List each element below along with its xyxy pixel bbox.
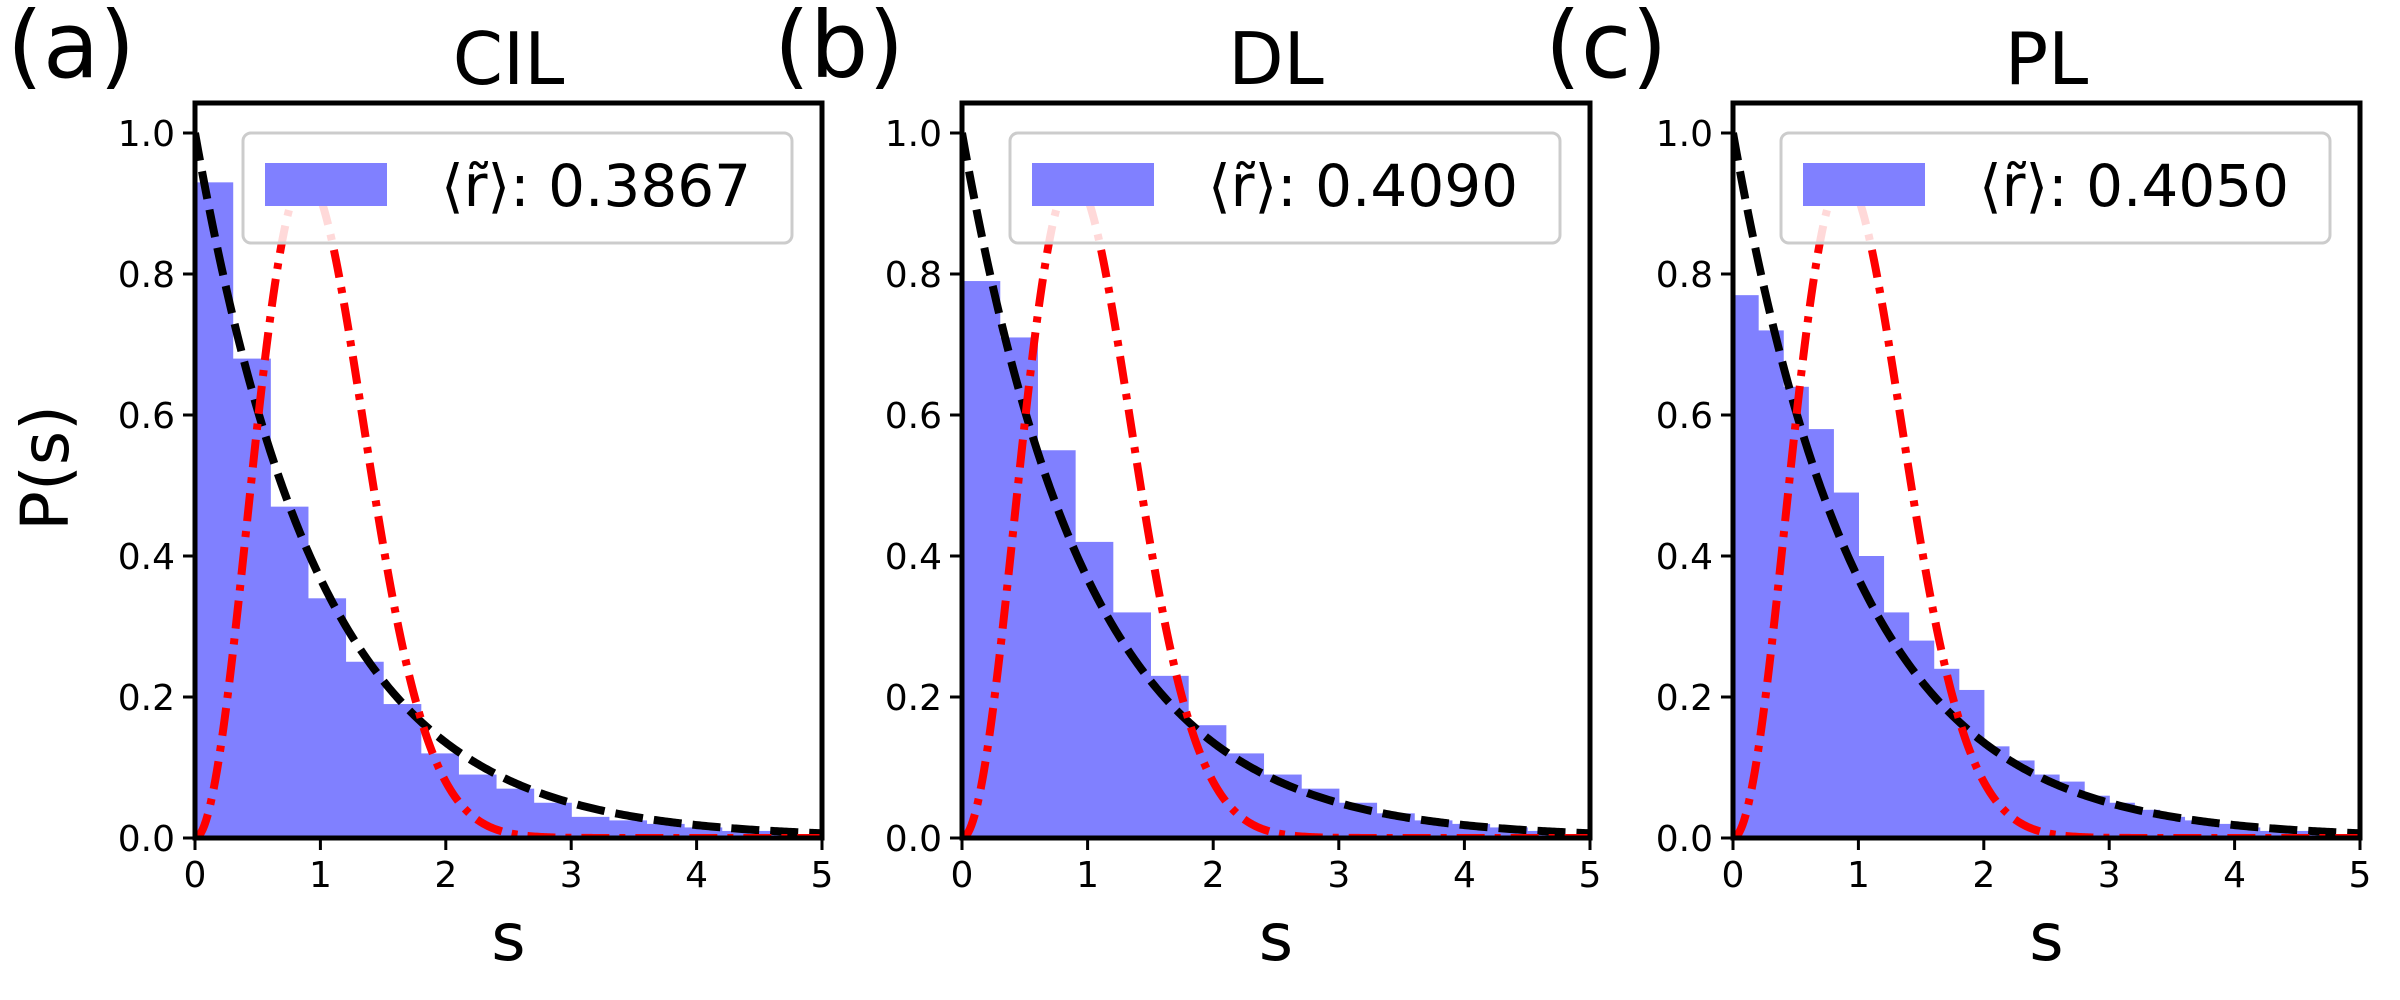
panel-2-ytick-label: 1.0 [885, 114, 942, 155]
panel-1-hist-bar-9 [495, 788, 535, 838]
panel-2-xtick-label: 1 [1076, 855, 1099, 896]
panel-3-ytick-label: 0.4 [1656, 537, 1713, 578]
panel-1-hist-bar-3 [270, 506, 309, 838]
panel-2-hist-bar-1 [962, 281, 1001, 838]
panel-2-poisson-curve [962, 132, 1590, 838]
panel-3-ytick-label: 0.2 [1656, 678, 1713, 719]
panel-1-hist-bar-4 [307, 598, 347, 838]
panel-3-ytick-label: 0.0 [1656, 819, 1713, 860]
panel-2-ytick-label: 0.0 [885, 819, 942, 860]
panel-1-ytick-label: 0.4 [118, 537, 175, 578]
panel-2-xtick-label: 5 [1579, 855, 1602, 896]
panel-2-legend-label: ⟨r̃⟩: 0.4090 [1208, 152, 1518, 220]
panel-1-hist-bar-2 [232, 358, 271, 838]
panel-2-legend: ⟨r̃⟩: 0.4090 [1008, 131, 1562, 245]
panel-2-hist-bar-3 [1037, 450, 1076, 838]
panel-1-xtick-label: 0 [184, 855, 207, 896]
panel-1-legend-label: ⟨r̃⟩: 0.3867 [441, 152, 751, 220]
panel-2-legend-box [1008, 131, 1562, 245]
panel-2-hist-bar-5 [1112, 612, 1151, 838]
panel-2: 0 1 2 3 4 5 0.0 0.2 0.4 0.6 0.8 1.0 s DL (b) ⟨r̃⟩: 0.40… [774, 0, 1602, 976]
panel-2-xtick-label: 4 [1453, 855, 1476, 896]
panel-3-hist-bar-18 [2159, 816, 2186, 838]
panel-1-hist-bar-15 [721, 830, 760, 838]
panel-2-xtick-label: 2 [1202, 855, 1225, 896]
panel-3-histogram [1733, 295, 2360, 838]
panel-3-hist-bar-21 [2234, 827, 2261, 838]
panel-3: 0 1 2 3 4 5 0.0 0.2 0.4 0.6 0.8 1.0 s PL (c) ⟨r̃⟩: 0.40… [1545, 0, 2371, 976]
panel-3-hist-bar-2 [1758, 330, 1784, 838]
panel-3-poisson-curve [1733, 132, 2360, 838]
panel-2-xtick-label: 0 [951, 855, 974, 896]
panel-3-legend: ⟨r̃⟩: 0.4050 [1779, 131, 2332, 245]
panel-1-letter: (a) [7, 0, 135, 99]
panel-1-legend-box [241, 131, 794, 245]
panel-2-title: DL [1228, 17, 1324, 101]
panel-1-xtick-label: 4 [685, 855, 708, 896]
panel-1-legend: ⟨r̃⟩: 0.3867 [241, 131, 794, 245]
panel-3-ytick-label: 1.0 [1656, 114, 1713, 155]
panel-3-hist-bar-5 [1833, 492, 1859, 838]
panel-3-legend-label: ⟨r̃⟩: 0.4050 [1979, 152, 2289, 220]
panel-1-poisson-curve [195, 132, 822, 838]
panel-3-axes-frame [1730, 100, 2363, 841]
panel-3-x-axis-label: s [2029, 899, 2063, 976]
panel-2-hist-bar-6 [1150, 675, 1189, 838]
panel-3-hist-bar-10 [1958, 689, 1985, 838]
panel-1: 0 1 2 3 4 5 0.0 0.2 0.4 0.6 0.8 1.0 s CIL (a) ⟨r̃⟩: 0.3… [7, 0, 834, 976]
panel-1-hist-bar-6 [383, 704, 422, 838]
panel-2-ytick-label: 0.2 [885, 678, 942, 719]
panel-2-ytick-label: 0.8 [885, 255, 942, 296]
panels: 0 1 2 3 4 5 0.0 0.2 0.4 0.6 0.8 1.0 s CIL (a) ⟨r̃⟩: 0.3… [7, 0, 2371, 976]
panel-1-hist-bar-1 [195, 182, 234, 838]
panel-1-xtick-label: 5 [811, 855, 834, 896]
panel-1-xtick-label: 1 [309, 855, 332, 896]
panel-1-histogram [195, 182, 822, 838]
panel-2-ytick-label: 0.6 [885, 396, 942, 437]
panel-3-xtick-label: 2 [1972, 855, 1995, 896]
panel-1-hist-bar-14 [684, 827, 723, 838]
panel-1-axes-frame [192, 100, 825, 841]
panel-2-axes-frame [959, 100, 1593, 841]
panel-3-title: PL [2005, 17, 2089, 101]
panel-1-xtick-label: 3 [560, 855, 583, 896]
panel-1-hist-bar-5 [345, 661, 384, 838]
panel-1-x-axis-label: s [491, 899, 525, 976]
panel-3-hist-bar-7 [1883, 612, 1910, 838]
panel-3-xtick-label: 0 [1722, 855, 1745, 896]
panel-3-ytick-label: 0.8 [1656, 255, 1713, 296]
panel-1-ytick-label: 0.2 [118, 678, 175, 719]
panel-3-xtick-label: 1 [1847, 855, 1870, 896]
panel-1-hist-bar-10 [533, 802, 572, 838]
panel-1-ytick-label: 0.0 [118, 819, 175, 860]
panel-1-hist-bar-11 [571, 816, 610, 838]
panel-1-xtick-label: 2 [434, 855, 457, 896]
panel-3-letter: (c) [1545, 0, 1667, 99]
panel-1-title: CIL [453, 17, 565, 101]
panel-3-legend-box [1779, 131, 2332, 245]
panel-3-xtick-label: 5 [2349, 855, 2372, 896]
panel-2-histogram [962, 281, 1590, 838]
panel-1-hist-bar-12 [608, 820, 648, 838]
panel-3-hist-bar-1 [1733, 295, 1759, 838]
panel-3-hist-bar-22 [2259, 830, 2286, 838]
panel-2-ytick-label: 0.4 [885, 537, 942, 578]
panel-3-legend-swatch [1803, 163, 1925, 206]
panel-3-ytick-label: 0.6 [1656, 396, 1713, 437]
panel-3-xtick-label: 4 [2223, 855, 2246, 896]
panel-2-letter: (b) [774, 0, 904, 99]
panel-1-legend-swatch [265, 163, 387, 206]
panel-2-legend-swatch [1032, 163, 1154, 206]
panel-1-ytick-label: 1.0 [118, 114, 175, 155]
y-axis-label: P(s) [7, 405, 84, 531]
panel-2-xtick-label: 3 [1327, 855, 1350, 896]
panel-1-ytick-label: 0.8 [118, 255, 175, 296]
panel-3-xtick-label: 3 [2098, 855, 2121, 896]
panel-1-ytick-label: 0.6 [118, 396, 175, 437]
panel-2-x-axis-label: s [1259, 899, 1293, 976]
